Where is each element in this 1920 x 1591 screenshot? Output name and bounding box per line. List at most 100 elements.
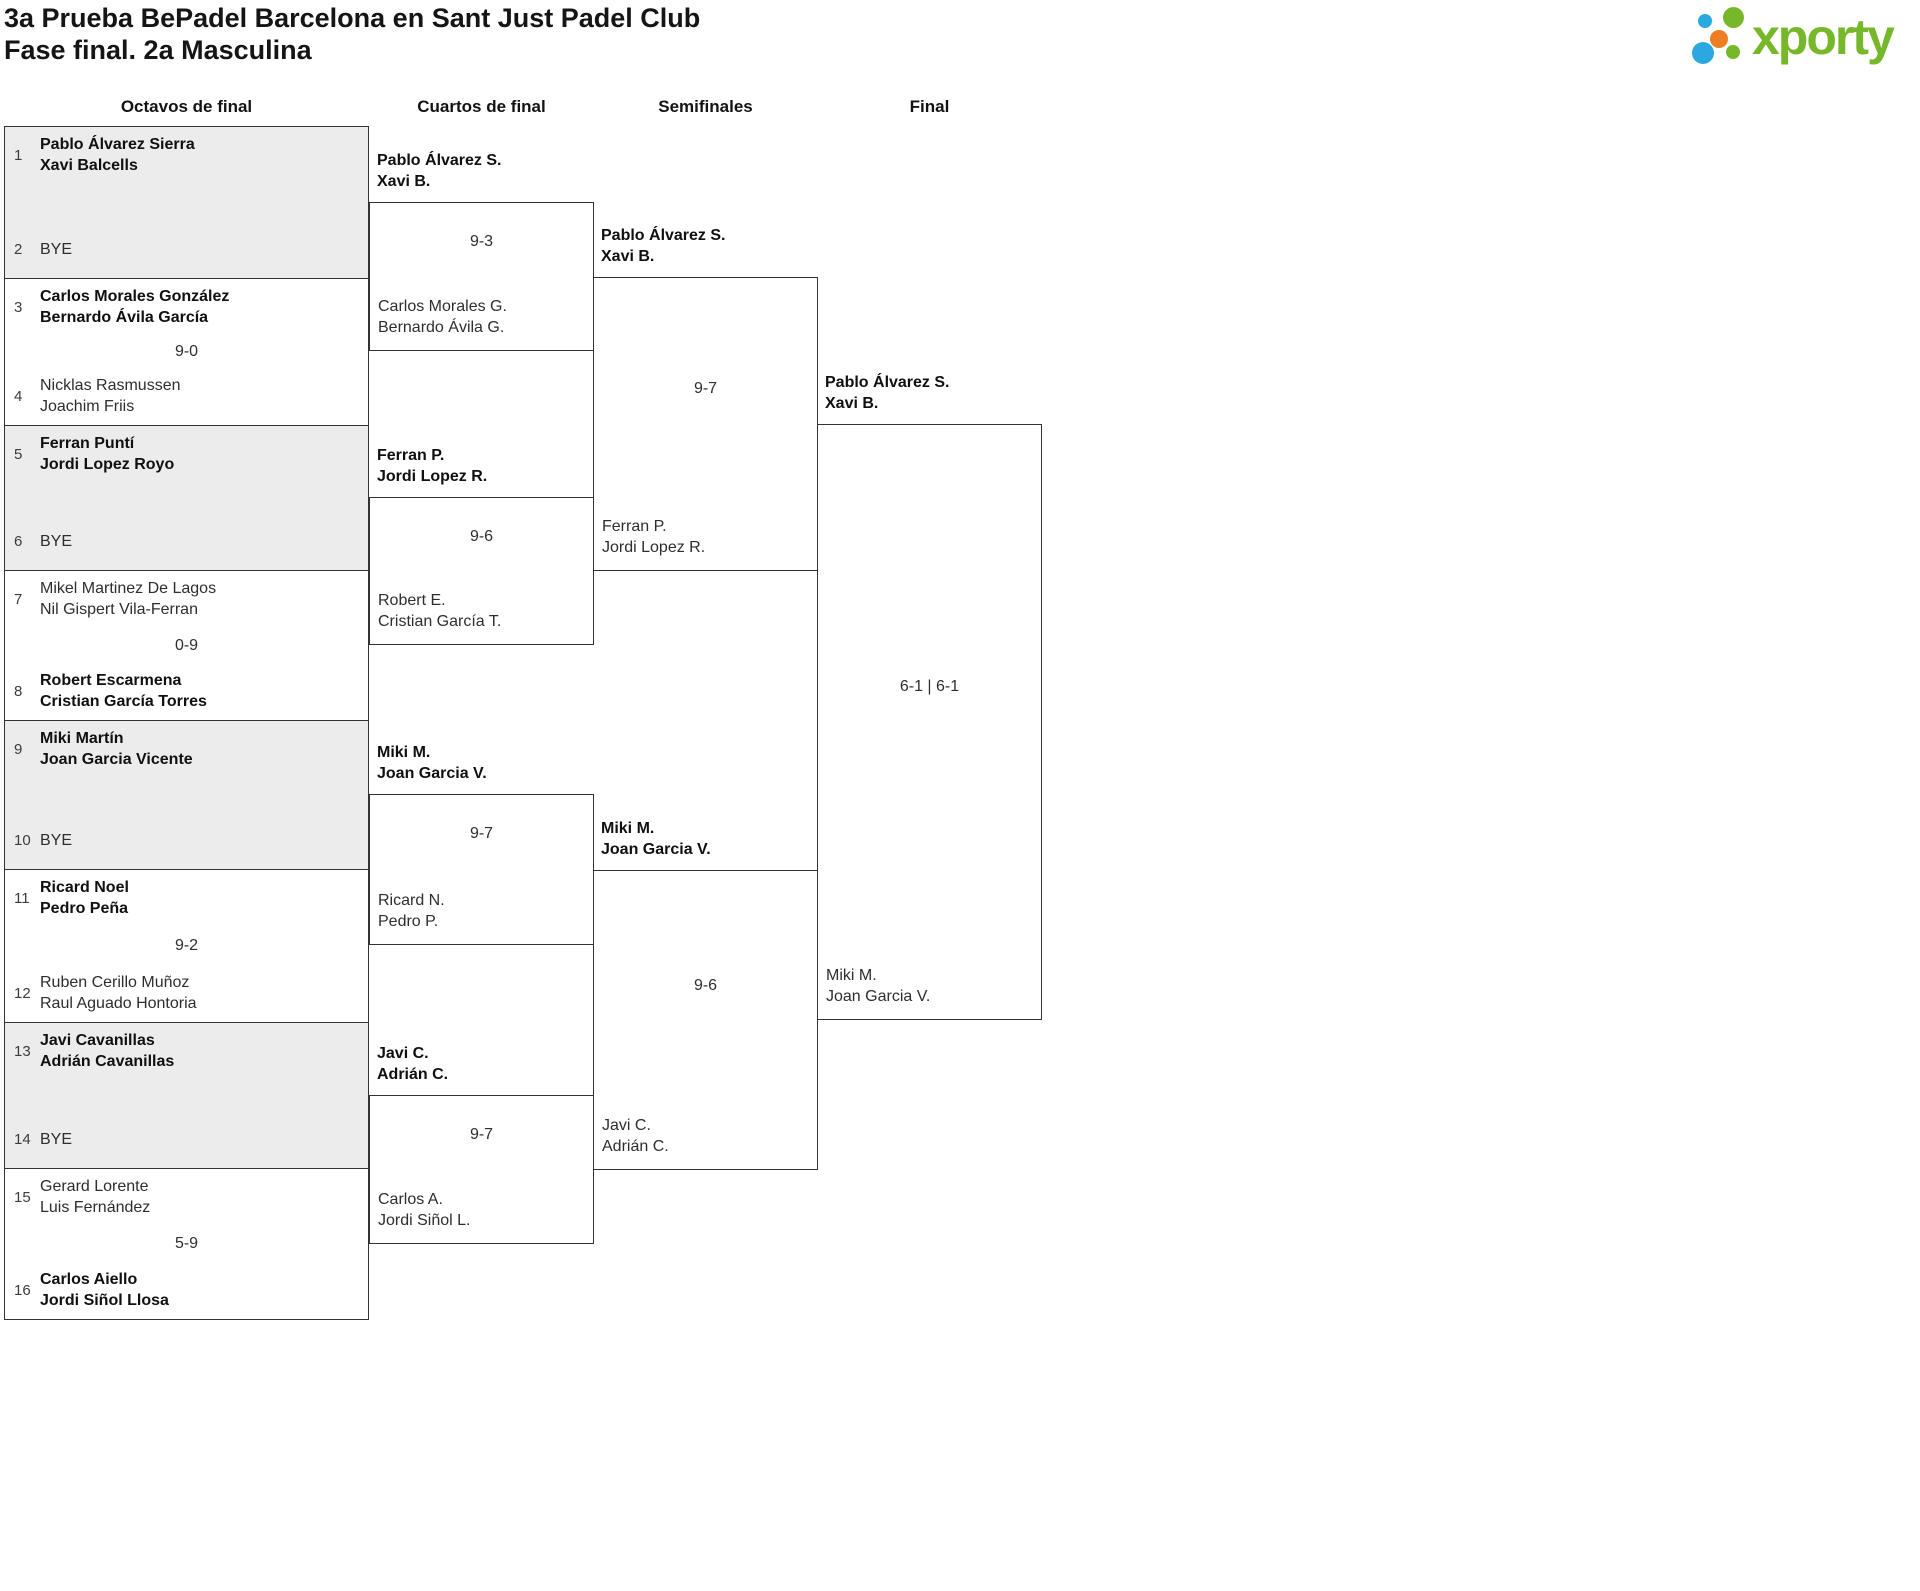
team-names: Carlos Aiello Jordi Siñol Llosa bbox=[40, 1269, 169, 1311]
player-name: Ricard N. bbox=[378, 892, 445, 909]
octavos-match-1: 1 Pablo Álvarez Sierra Xavi Balcells 2 B… bbox=[4, 126, 369, 279]
round-header-semifinales: Semifinales bbox=[658, 97, 753, 116]
player-name: Luis Fernández bbox=[40, 1199, 151, 1216]
team-seed-16: 16 Carlos Aiello Jordi Siñol Llosa bbox=[14, 1269, 362, 1311]
bye-label: BYE bbox=[40, 1130, 73, 1148]
team-names: Ferran Puntí Jordi Lopez Royo bbox=[40, 433, 174, 475]
match-score: 9-7 bbox=[469, 1126, 494, 1143]
player-name: Javi C. bbox=[377, 1045, 429, 1062]
player-name: Joan Garcia V. bbox=[377, 765, 487, 782]
team-names: Miki Martín Joan Garcia Vicente bbox=[40, 728, 193, 770]
match-score: 9-2 bbox=[174, 937, 199, 954]
player-name: Gerard Lorente bbox=[40, 1178, 149, 1195]
seed-number: 5 bbox=[14, 445, 23, 463]
player-name: Ferran P. bbox=[602, 518, 667, 535]
team-names: Mikel Martinez De Lagos Nil Gispert Vila… bbox=[40, 578, 216, 620]
match-score: 9-6 bbox=[693, 977, 718, 994]
semifinal-2-winner: Miki M. Joan Garcia V. bbox=[601, 818, 711, 860]
team-names: Javi Cavanillas Adrián Cavanillas bbox=[40, 1030, 174, 1072]
player-name: Adrián C. bbox=[377, 1066, 449, 1083]
round-header-octavos: Octavos de final bbox=[120, 97, 253, 116]
cuartos-4-loser: Carlos A. Jordi Siñol L. bbox=[378, 1189, 471, 1231]
seed-number: 1 bbox=[14, 146, 23, 164]
cuartos-3-winner: Miki M. Joan Garcia V. bbox=[377, 742, 487, 784]
team-names: Pablo Álvarez Sierra Xavi Balcells bbox=[40, 134, 195, 176]
player-name: Javi C. bbox=[602, 1117, 651, 1134]
player-name: Robert E. bbox=[378, 592, 446, 609]
octavos-match-4: 7 Mikel Martinez De Lagos Nil Gispert Vi… bbox=[4, 570, 369, 721]
team-seed-1: 1 Pablo Álvarez Sierra Xavi Balcells bbox=[14, 134, 362, 176]
team-seed-3: 3 Carlos Morales González Bernardo Ávila… bbox=[14, 286, 362, 328]
player-name: Bernardo Ávila G. bbox=[378, 319, 505, 336]
semifinal-2-loser: Javi C. Adrián C. bbox=[602, 1115, 669, 1157]
bye-label: BYE bbox=[40, 240, 73, 258]
seed-number: 7 bbox=[14, 590, 23, 608]
seed-number: 3 bbox=[14, 298, 23, 316]
player-name: Miki M. bbox=[377, 744, 431, 761]
player-name: Joan Garcia Vicente bbox=[40, 751, 193, 768]
cuartos-match-4: 9-7 Carlos A. Jordi Siñol L. bbox=[369, 1095, 594, 1244]
player-name: Pablo Álvarez S. bbox=[377, 152, 502, 169]
player-name: Miki M. bbox=[826, 967, 877, 984]
player-name: Carlos Morales G. bbox=[378, 298, 507, 315]
match-score: 9-6 bbox=[469, 528, 494, 545]
team-seed-7: 7 Mikel Martinez De Lagos Nil Gispert Vi… bbox=[14, 578, 362, 620]
final-match: 6-1 | 6-1 Miki M. Joan Garcia V. bbox=[817, 424, 1042, 1020]
semifinal-match-1: 9-7 Ferran P. Jordi Lopez R. bbox=[593, 277, 818, 571]
team-seed-2-bye: 2 BYE bbox=[14, 228, 362, 270]
player-name: Ferran Puntí bbox=[40, 435, 135, 452]
player-name: Raul Aguado Hontoria bbox=[40, 995, 197, 1012]
player-name: Carlos Morales González bbox=[40, 288, 230, 305]
player-name: Ricard Noel bbox=[40, 879, 129, 896]
team-seed-13: 13 Javi Cavanillas Adrián Cavanillas bbox=[14, 1030, 362, 1072]
seed-number: 13 bbox=[14, 1042, 31, 1060]
player-name: Miki M. bbox=[601, 820, 655, 837]
player-name: Jordi Lopez Royo bbox=[40, 456, 175, 473]
cuartos-3-loser: Ricard N. Pedro P. bbox=[378, 890, 445, 932]
logo-dot-blue-large-icon bbox=[1692, 42, 1714, 64]
player-name: Jordi Lopez R. bbox=[602, 539, 706, 556]
octavos-match-5: 9 Miki Martín Joan Garcia Vicente 10 BYE bbox=[4, 720, 369, 870]
round-header-cuartos: Cuartos de final bbox=[417, 97, 546, 116]
octavos-match-6: 11 Ricard Noel Pedro Peña 9-2 12 Ruben C… bbox=[4, 869, 369, 1023]
seed-number: 14 bbox=[14, 1130, 31, 1148]
player-name: Joan Garcia V. bbox=[826, 988, 931, 1005]
seed-number: 10 bbox=[14, 831, 31, 849]
page-subtitle: Fase final. 2a Masculina bbox=[4, 35, 312, 65]
final-winner: Pablo Álvarez S. Xavi B. bbox=[825, 372, 950, 414]
player-name: Adrián C. bbox=[602, 1138, 669, 1155]
octavos-match-7: 13 Javi Cavanillas Adrián Cavanillas 14 … bbox=[4, 1022, 369, 1169]
team-names: Carlos Morales González Bernardo Ávila G… bbox=[40, 286, 229, 328]
team-seed-4: 4 Nicklas Rasmussen Joachim Friis bbox=[14, 375, 362, 417]
seed-number: 16 bbox=[14, 1281, 31, 1299]
seed-number: 6 bbox=[14, 532, 23, 550]
cuartos-1-winner: Pablo Álvarez S. Xavi B. bbox=[377, 150, 502, 192]
player-name: Nil Gispert Vila-Ferran bbox=[40, 601, 198, 618]
logo-dot-orange-icon bbox=[1710, 30, 1728, 48]
bye-label: BYE bbox=[40, 532, 73, 550]
player-name: Xavi Balcells bbox=[40, 157, 138, 174]
player-name: Pedro P. bbox=[378, 913, 439, 930]
team-seed-12: 12 Ruben Cerillo Muñoz Raul Aguado Honto… bbox=[14, 972, 362, 1014]
seed-number: 9 bbox=[14, 740, 23, 758]
cuartos-1-loser: Carlos Morales G. Bernardo Ávila G. bbox=[378, 296, 507, 338]
player-name: Xavi B. bbox=[377, 173, 431, 190]
xporty-logo[interactable]: xporty bbox=[1690, 6, 1916, 74]
team-seed-5: 5 Ferran Puntí Jordi Lopez Royo bbox=[14, 433, 362, 475]
cuartos-match-3: 9-7 Ricard N. Pedro P. bbox=[369, 794, 594, 945]
player-name: Pedro Peña bbox=[40, 900, 129, 917]
player-name: Ruben Cerillo Muñoz bbox=[40, 974, 190, 991]
team-seed-6-bye: 6 BYE bbox=[14, 520, 362, 562]
player-name: Jordi Siñol L. bbox=[378, 1212, 471, 1229]
seed-number: 2 bbox=[14, 240, 23, 258]
cuartos-4-winner: Javi C. Adrián C. bbox=[377, 1043, 448, 1085]
player-name: Joan Garcia V. bbox=[601, 841, 711, 858]
bye-label: BYE bbox=[40, 831, 73, 849]
team-seed-8: 8 Robert Escarmena Cristian García Torre… bbox=[14, 670, 362, 712]
match-score: 6-1 | 6-1 bbox=[899, 678, 960, 695]
match-score: 9-3 bbox=[469, 233, 494, 250]
player-name: Cristian García T. bbox=[378, 613, 502, 630]
player-name: Mikel Martinez De Lagos bbox=[40, 580, 217, 597]
player-name: Jordi Siñol Llosa bbox=[40, 1292, 169, 1309]
team-names: Ruben Cerillo Muñoz Raul Aguado Hontoria bbox=[40, 972, 197, 1014]
